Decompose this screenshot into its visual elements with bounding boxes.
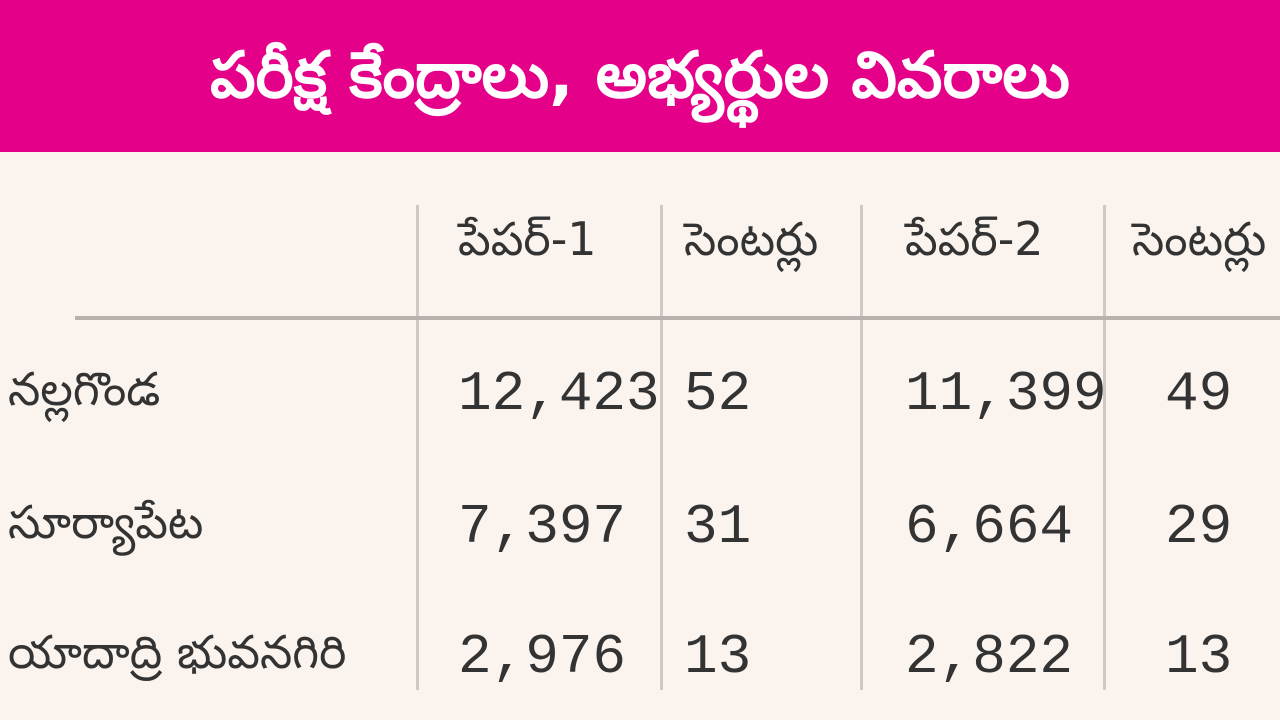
column-divider (660, 205, 663, 690)
table-cell: 11,399 (905, 362, 1107, 426)
table-cell: 6,664 (905, 495, 1074, 559)
table-cell: 52 (684, 362, 752, 426)
row-label: నల్లగొండ (8, 362, 161, 416)
row-label: సూర్యాపేట (8, 495, 204, 549)
table-cell: 13 (1165, 625, 1233, 689)
table-cell: 13 (684, 625, 752, 689)
column-header: పేపర్-2 (905, 212, 1044, 266)
column-divider (416, 205, 419, 690)
table-cell: 2,976 (458, 625, 627, 689)
column-header: సెంటర్లు (684, 212, 819, 266)
header-rule (75, 316, 1280, 320)
table-cell: 49 (1165, 362, 1233, 426)
table-cell: 12,423 (458, 362, 660, 426)
column-divider (1103, 205, 1106, 690)
table-cell: 29 (1165, 495, 1233, 559)
column-header: పేపర్-1 (458, 212, 597, 266)
table-title: పరీక్ష కేంద్రాలు, అభ్యర్థుల వివరాలు (210, 39, 1070, 113)
table-cell: 7,397 (458, 495, 627, 559)
row-label: యాదాద్రి భువనగిరి (8, 625, 347, 679)
column-divider (860, 205, 863, 690)
column-header: సెంటర్లు (1132, 212, 1267, 266)
table-cell: 31 (684, 495, 752, 559)
table-cell: 2,822 (905, 625, 1074, 689)
title-banner (0, 0, 1280, 152)
